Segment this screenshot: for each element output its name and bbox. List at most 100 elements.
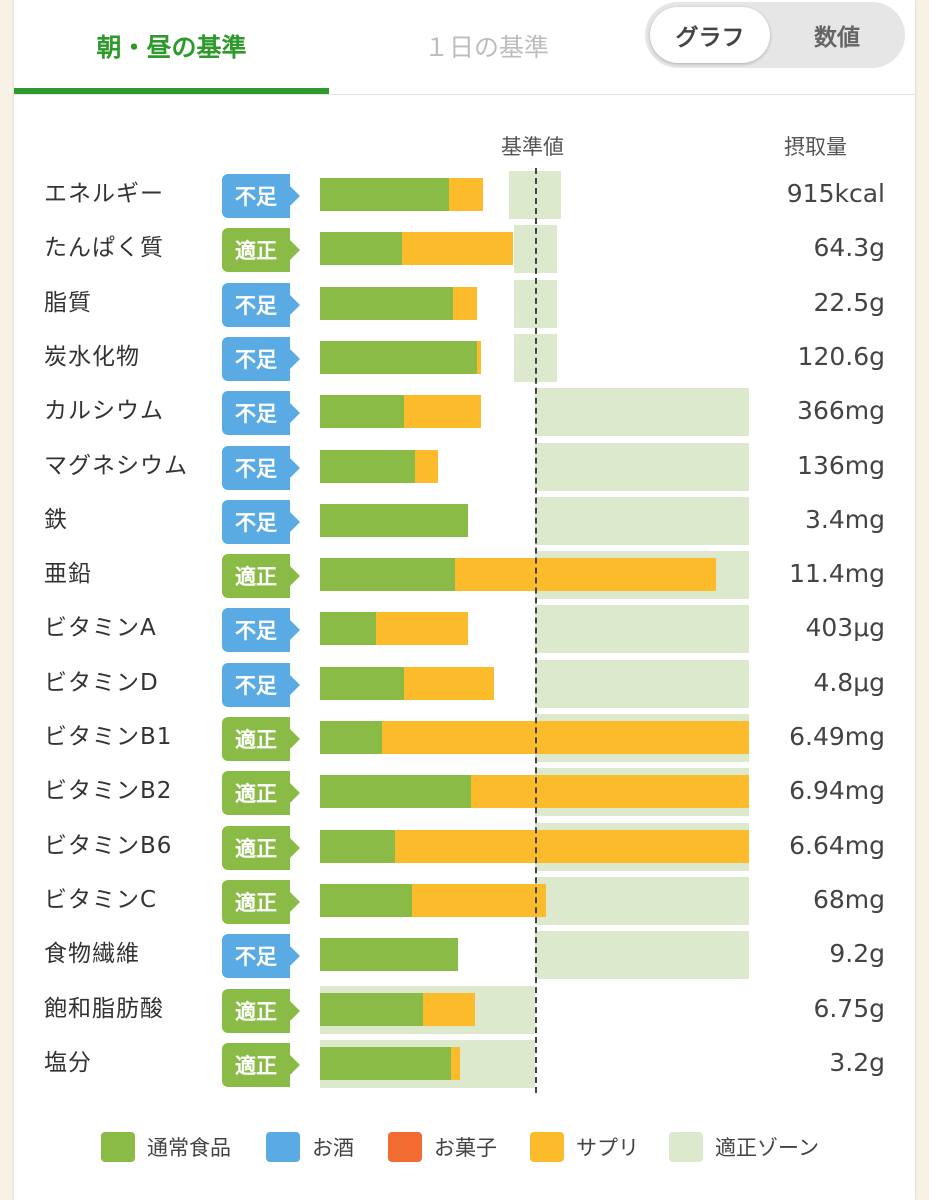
legend-item-supplement: サプリ	[530, 1127, 639, 1167]
tab-daily[interactable]: １日の基準	[423, 33, 549, 62]
legend-label: 通常食品	[147, 1136, 231, 1160]
legend-label: お菓子	[434, 1136, 497, 1160]
nutrient-name: エネルギー	[44, 181, 164, 207]
intake-amount: 403μg	[805, 613, 886, 643]
supplement-segment	[403, 666, 495, 700]
supplement-segment	[403, 395, 482, 429]
nutrient-name: ビタミンB6	[44, 832, 173, 859]
supplement-segment	[412, 883, 546, 917]
intake-amount: 6.94mg	[789, 776, 885, 806]
nutrient-name: ビタミンD	[44, 669, 159, 696]
status-badge: 適正	[222, 879, 300, 924]
status-badge: 適正	[222, 988, 300, 1033]
nutrient-row: たんぱく質 適正 64.3g	[14, 221, 915, 275]
optimal-zone	[535, 388, 749, 437]
supplement-segment	[455, 558, 716, 592]
food-segment	[320, 612, 376, 646]
food-segment	[320, 178, 449, 211]
nutrient-name: カルシウム	[44, 398, 164, 425]
supplement-segment	[449, 178, 484, 211]
nutrient-name: 炭水化物	[44, 343, 140, 370]
intake-amount: 366mg	[797, 396, 885, 426]
nutrient-name: ビタミンA	[44, 615, 157, 642]
reference-line	[535, 168, 537, 1093]
supplement-segment	[423, 992, 475, 1026]
food-segment	[320, 449, 415, 483]
legend-swatch	[101, 1132, 135, 1162]
nutrient-name: たんぱく質	[44, 235, 164, 262]
nutrient-name: 亜鉛	[44, 561, 92, 588]
optimal-zone	[535, 876, 749, 925]
food-segment	[320, 883, 413, 917]
intake-amount: 9.2g	[829, 939, 885, 969]
nutrient-row: ビタミンB6 適正 6.64mg	[14, 819, 915, 873]
nutrient-row: 亜鉛 適正 11.4mg	[14, 547, 915, 601]
status-badge: 適正	[222, 228, 300, 273]
intake-amount: 64.3g	[813, 233, 885, 263]
supplement-segment	[470, 775, 749, 809]
legend-item-food: 通常食品	[101, 1127, 231, 1167]
optimal-zone	[535, 496, 749, 545]
intake-amount: 4.8μg	[813, 667, 885, 697]
nutrient-row: 鉄 不足 3.4mg	[14, 493, 915, 547]
optimal-zone	[535, 931, 749, 980]
nutrient-row: ビタミンB1 適正 6.49mg	[14, 710, 915, 764]
supplement-segment	[476, 340, 482, 374]
value-toggle-button[interactable]: 数値	[814, 25, 860, 51]
status-badge: 適正	[222, 717, 300, 761]
nutrient-name: マグネシウム	[44, 452, 188, 479]
intake-amount: 3.2g	[829, 1047, 885, 1077]
intake-amount: 22.5g	[813, 287, 885, 317]
status-badge: 不足	[222, 499, 300, 544]
status-badge: 適正	[222, 1042, 300, 1087]
nutrient-row: ビタミンB2 適正 6.94mg	[14, 764, 915, 818]
intake-amount: 6.49mg	[789, 722, 885, 751]
supplement-segment	[414, 449, 439, 483]
food-segment	[320, 232, 402, 266]
status-badge: 不足	[222, 391, 300, 436]
intake-amount: 6.75g	[813, 993, 885, 1023]
food-segment	[320, 558, 456, 592]
status-badge: 適正	[222, 554, 300, 599]
optimal-zone	[535, 659, 749, 708]
legend-swatch	[388, 1132, 422, 1162]
nutrition-card: 朝・昼の基準 １日の基準 グラフ 数値 基準値 摂取量 エネルギー 不足 915kc…	[14, 0, 915, 1200]
food-segment	[320, 503, 469, 537]
nutrient-row: マグネシウム 不足 136mg	[14, 439, 915, 493]
legend-swatch	[669, 1132, 703, 1162]
tab-morning-noon[interactable]: 朝・昼の基準	[96, 33, 247, 62]
food-segment	[320, 666, 404, 700]
graph-toggle-button[interactable]: グラフ	[650, 7, 770, 63]
nutrient-name: ビタミンC	[44, 886, 158, 913]
food-segment	[320, 775, 471, 809]
food-segment	[320, 395, 404, 429]
supplement-segment	[382, 721, 749, 754]
status-badge: 適正	[222, 825, 300, 870]
nutrient-row: 脂質 不足 22.5g	[14, 276, 915, 330]
nutrient-row: カルシウム 不足 366mg	[14, 384, 915, 438]
nutrient-row: ビタミンC 適正 68mg	[14, 873, 915, 927]
legend-item-alcohol: お酒	[266, 1127, 354, 1167]
status-badge: 適正	[222, 771, 300, 816]
food-segment	[320, 938, 458, 972]
nutrient-name: 脂質	[44, 289, 92, 316]
optimal-zone	[535, 605, 749, 654]
legend-item-snack: お菓子	[388, 1127, 497, 1167]
intake-amount: 120.6g	[797, 341, 885, 371]
nutrient-row: 塩分 適正 3.2g	[14, 1036, 915, 1090]
optimal-zone	[509, 171, 561, 219]
food-segment	[320, 721, 383, 754]
intake-amount: 11.4mg	[789, 559, 885, 589]
nutrient-name: 塩分	[44, 1049, 92, 1076]
tab-bar: 朝・昼の基準 １日の基準 グラフ 数値	[14, 0, 915, 95]
nutrient-row: 炭水化物 不足 120.6g	[14, 330, 915, 384]
nutrient-row: ビタミンA 不足 403μg	[14, 601, 915, 655]
intake-amount: 68mg	[812, 884, 885, 914]
intake-amount: 136mg	[797, 450, 885, 480]
legend-label: 適正ゾーン	[715, 1136, 819, 1160]
food-segment	[320, 340, 477, 374]
nutrient-row: エネルギー 不足 915kcal	[14, 167, 915, 221]
legend: 通常食品 お酒 お菓子 サプリ 適正ゾーン	[14, 1127, 915, 1167]
intake-amount: 3.4mg	[805, 504, 885, 534]
nutrient-name: ビタミンB1	[44, 724, 173, 750]
